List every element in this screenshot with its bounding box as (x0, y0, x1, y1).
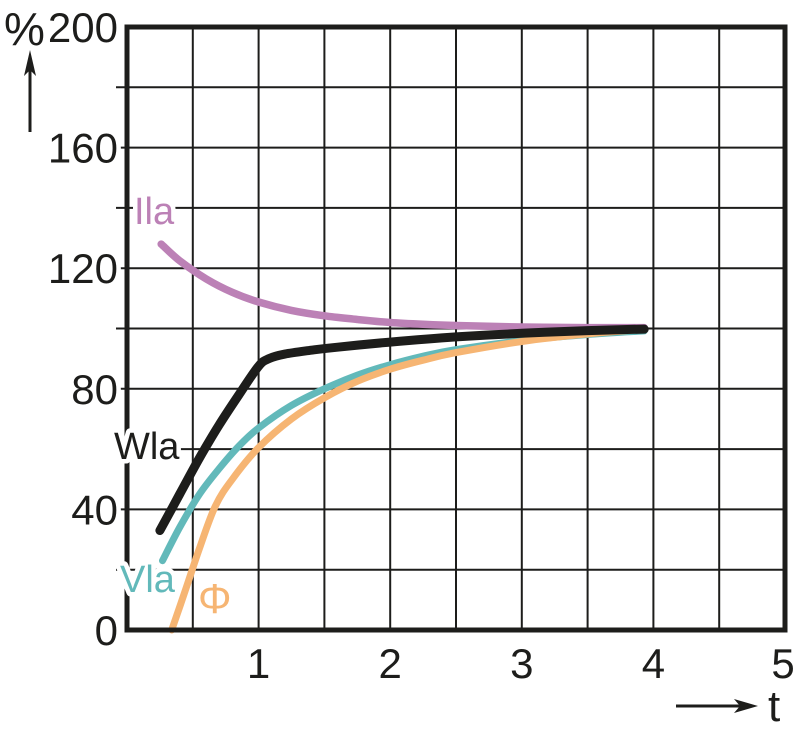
series-curve-wla (155, 324, 649, 535)
y-tick-label: 40 (71, 486, 118, 533)
y-tick-label: 120 (48, 245, 118, 292)
y-tick-label: 80 (71, 366, 118, 413)
y-tick-label: 160 (48, 125, 118, 172)
x-axis-unit-label: t (768, 682, 780, 729)
y-tick-label: 0 (95, 607, 118, 654)
x-tick-label: 5 (771, 640, 794, 687)
x-tick-label: 4 (642, 640, 665, 687)
y-axis-arrowhead-icon (24, 50, 36, 76)
series-label-vla: Vla (120, 559, 176, 601)
series-label-ila: Ila (134, 191, 175, 233)
x-tick-label: 2 (379, 640, 402, 687)
x-tick-label: 3 (510, 640, 533, 687)
x-tick-label: 1 (247, 640, 270, 687)
series-curve-ila (157, 240, 648, 332)
series-curve-phi (168, 325, 648, 634)
plot-border (124, 24, 788, 633)
y-tick-label: 200 (48, 4, 118, 51)
x-axis-arrowhead-icon (734, 699, 758, 713)
y-axis-unit-label: % (4, 3, 45, 55)
series-label-phi: Φ (198, 575, 232, 622)
series-label-wla: Wla (114, 426, 180, 468)
